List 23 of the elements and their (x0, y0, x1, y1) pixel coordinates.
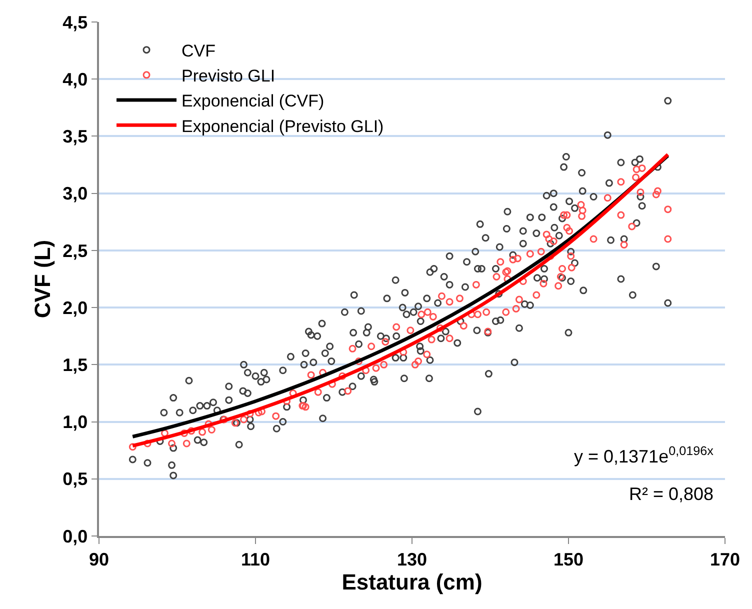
y-tick-label: 0,0 (62, 526, 88, 546)
y-tick-label: 3,0 (62, 184, 88, 204)
annotation: y = 0,1371e$^{0,0196x}$ (574, 444, 714, 467)
y-tick-label: 2,0 (62, 298, 88, 318)
y-tick-label: 1,5 (62, 354, 88, 375)
y-axis-title: CVF (L) (30, 240, 55, 318)
y-tick-label: 4,0 (62, 69, 88, 90)
y-tick-label: 0,5 (62, 469, 88, 490)
x-tick-label: 170 (710, 549, 740, 570)
y-tick-label: 4,5 (62, 12, 88, 32)
x-axis-title: Estatura (cm) (342, 569, 482, 594)
x-tick-label: 150 (553, 549, 584, 570)
x-tick-label: 130 (396, 549, 428, 570)
y-tick-label: 3,5 (62, 126, 88, 147)
annotation: R² = 0,808 (629, 484, 714, 504)
x-tick-label: 90 (88, 549, 110, 570)
y-tick-label: 1,0 (62, 412, 88, 432)
legend-label: Exponencial (Previsto GLI) (182, 116, 384, 136)
legend-label: Previsto GLI (182, 66, 276, 86)
x-tick-label: 110 (240, 549, 270, 570)
legend-label: CVF (182, 41, 216, 60)
legend-label: Exponencial (CVF) (182, 92, 324, 111)
y-tick-label: 2,5 (62, 240, 88, 261)
